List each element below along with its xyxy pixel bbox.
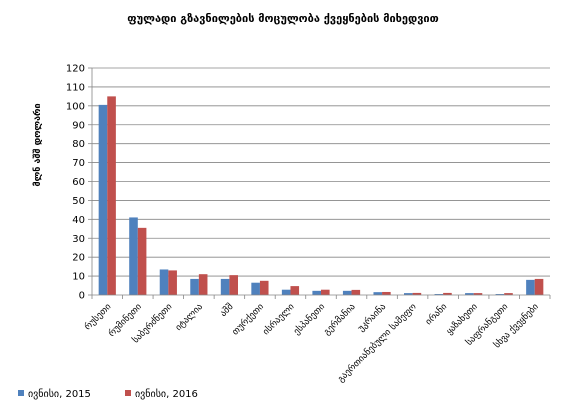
bar-june-2016 [168,270,177,295]
x-category-label: გერმანია [321,301,357,337]
bars [98,96,544,295]
bar-june-2016 [412,292,422,295]
legend-swatch-june-2016 [125,390,131,396]
x-category-label: აშშ [218,301,236,319]
x-category-label: თურქეთი [230,301,266,337]
y-axis-title: მლნ აშშ დოლარი [32,103,43,186]
bar-june-2015 [526,279,535,295]
bar-june-2016 [443,292,452,295]
bar-june-2016 [198,274,208,295]
legend: ივნისი, 2015 ივნისი, 2016 [18,388,198,400]
legend-swatch-june-2015 [18,390,24,396]
bar-june-2016 [321,289,330,295]
y-tick-label: 50 [72,196,85,207]
x-category-label: იტალია [174,302,205,333]
bar-june-2015 [251,282,260,295]
bar-june-2016 [259,280,269,295]
y-tick-label: 100 [66,101,85,112]
bar-june-2015 [129,217,138,295]
bar-june-2015 [495,294,505,295]
x-category-label: ისრაელი [261,301,297,337]
bar-june-2016 [351,289,361,295]
legend-label-june-2015: ივნისი, 2015 [28,388,91,400]
x-category-label: ირანი [423,301,449,327]
x-category-label: რუსეთი [82,301,113,332]
bar-june-2016 [504,293,513,295]
bar-june-2015 [404,293,413,295]
bar-june-2016 [473,293,483,295]
y-tick-label: 70 [72,158,85,169]
bar-june-2015 [220,278,230,295]
bar-june-2015 [281,289,291,295]
bar-june-2015 [465,293,474,295]
bar-june-2015 [373,292,383,295]
bar-june-2016 [137,227,147,295]
gridlines [92,67,550,277]
bar-june-2016 [229,275,238,295]
x-category-label: ესპანეთი [291,301,327,337]
chart-title: ფულადი გზავნილების მოცულობა ქვეყნების მი… [127,12,438,25]
bar-june-2016 [290,286,300,295]
legend-label-june-2016: ივნისი, 2016 [135,388,198,400]
bar-june-2015 [98,104,108,295]
y-tick-label: 90 [72,120,85,131]
y-tick-label: 40 [72,215,85,226]
y-tick-label: 110 [66,82,85,93]
y-tick-label: 120 [66,64,85,75]
bar-june-2016 [107,96,116,295]
y-tick-label: 10 [72,272,85,283]
y-tick-label: 0 [79,291,85,302]
bar-june-2016 [534,278,544,295]
y-tick-label: 60 [72,177,85,188]
bar-june-2015 [190,278,199,295]
y-tick-label: 30 [72,234,85,245]
bar-june-2015 [159,269,169,295]
bar-june-2015 [312,290,321,295]
y-tick-label: 20 [72,253,85,264]
bar-june-2016 [382,291,391,295]
bar-june-2015 [342,290,352,295]
bar-june-2015 [434,294,444,295]
axes [91,68,551,299]
y-tick-label: 80 [72,139,85,150]
y-axis-ticks: 0 10 20 30 40 50 60 70 80 90 100 110 120 [66,64,92,302]
